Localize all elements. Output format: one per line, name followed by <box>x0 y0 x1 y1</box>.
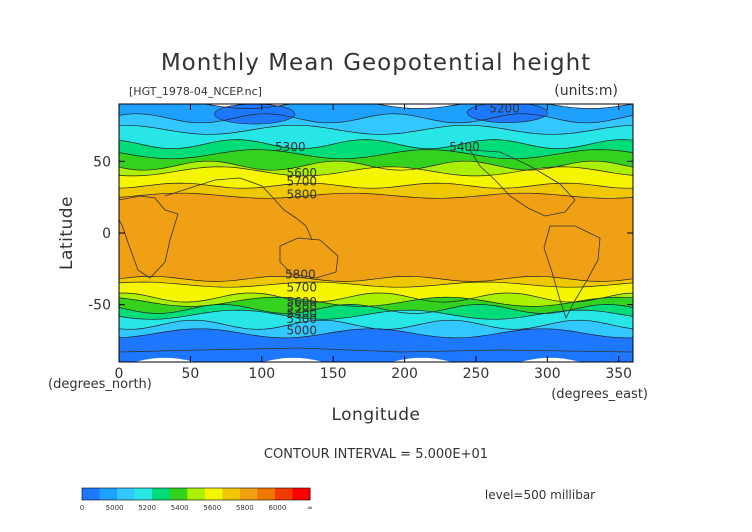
y-axis-title: Latitude <box>57 196 77 270</box>
y-axis: -50 0 50 <box>88 154 633 314</box>
contour-line <box>119 281 633 288</box>
colorbar-swatch <box>292 488 311 500</box>
colorbar-swatch <box>239 488 258 500</box>
level-text: level=500 millibar <box>485 488 595 502</box>
contour-line <box>119 292 633 303</box>
contour-line <box>119 113 633 124</box>
contour-label: 5600 <box>286 295 317 309</box>
chart-title: Monthly Mean Geopotential height <box>161 50 591 76</box>
contour-label: 5800 <box>286 187 317 201</box>
contour-label: 5700 <box>286 280 317 294</box>
x-unit-label: (degrees_east) <box>551 387 648 402</box>
africa-outline <box>119 195 179 279</box>
colorbar-frame <box>81 487 311 501</box>
units-label: (units:m) <box>554 83 618 99</box>
contour-line <box>119 275 633 282</box>
contour-label: 5800 <box>285 268 316 282</box>
colorbar-swatch <box>134 488 153 500</box>
colorbar-swatch <box>99 488 118 500</box>
contour-label: 5700 <box>286 174 317 188</box>
contour-line <box>119 192 633 199</box>
contour-line <box>119 139 633 150</box>
contour-label: 5500 <box>286 301 317 315</box>
contour-line <box>119 328 633 339</box>
contour-line <box>119 124 633 135</box>
colorbar-tick-label: 6000 <box>269 504 287 512</box>
contour-label: 5000 <box>286 323 317 337</box>
colorbar-swatch <box>274 488 293 500</box>
contour-lines <box>119 104 633 339</box>
color-band <box>119 328 633 362</box>
x-tick-label: 250 <box>463 366 490 382</box>
colorbar-swatch <box>187 488 206 500</box>
colorbar-tick-label: 5800 <box>236 504 254 512</box>
x-tick-label: 350 <box>605 366 632 382</box>
colorbar-tick-label: 5400 <box>171 504 189 512</box>
colorbar-swatch <box>82 488 101 500</box>
contour-line <box>119 304 633 314</box>
contour-label: 5400 <box>286 306 317 320</box>
x-tick-label: 300 <box>534 366 561 382</box>
contour-label: 5400 <box>449 140 480 154</box>
colorbar-tick-label: 5000 <box>106 504 124 512</box>
colorbar-swatch <box>152 488 171 500</box>
colorbar-swatch <box>257 488 276 500</box>
contour-label: 5300 <box>275 140 306 154</box>
contour-label: 5300 <box>286 312 317 326</box>
australia-outline <box>279 237 339 279</box>
colorbar-tick-label: 0 <box>80 504 84 512</box>
south-america-outline <box>543 225 601 320</box>
file-label: [HGT_1978-04_NCEP.nc] <box>129 85 262 98</box>
contour-label: 5600 <box>286 166 317 180</box>
color-bands <box>119 104 633 362</box>
x-axis: 0 50 100 150 200 250 300 350 <box>115 104 632 382</box>
colorbar-swatch <box>169 488 188 500</box>
contour-line <box>119 166 633 177</box>
x-tick-label: 0 <box>115 366 124 382</box>
y-tick-label: -50 <box>88 298 111 314</box>
x-tick-label: 150 <box>320 366 347 382</box>
contour-interval-text: CONTOUR INTERVAL = 5.000E+01 <box>264 447 488 462</box>
x-tick-label: 100 <box>248 366 275 382</box>
y-unit-label: (degrees_north) <box>48 377 152 392</box>
x-tick-label: 50 <box>181 366 199 382</box>
y-tick-label: 50 <box>93 154 111 170</box>
colorbar-swatch <box>222 488 241 500</box>
north-america-outline <box>469 149 576 217</box>
antarctica-outline <box>119 347 633 353</box>
asia-outline <box>164 177 313 241</box>
colorbar-swatch <box>204 488 223 500</box>
arctic-low-east <box>467 104 548 123</box>
colorbar-tick-label: 5600 <box>203 504 221 512</box>
contour-label: 5200 <box>489 101 520 115</box>
contour-line <box>119 182 633 189</box>
contour-line <box>119 309 633 320</box>
contour-line <box>119 149 633 160</box>
color-band <box>119 192 633 282</box>
colorbar-tick-label: ∞ <box>307 504 313 512</box>
colorbar: 0 5000 5200 5400 5600 5800 6000 ∞ <box>80 487 313 512</box>
y-tick-label: 0 <box>102 226 111 242</box>
colorbar-tick-label: 5200 <box>138 504 156 512</box>
x-axis-title: Longitude <box>331 405 420 425</box>
colorbar-swatch <box>117 488 136 500</box>
continent-outlines <box>119 149 633 353</box>
x-tick-label: 200 <box>391 366 418 382</box>
low-pressure-cores <box>214 104 548 125</box>
